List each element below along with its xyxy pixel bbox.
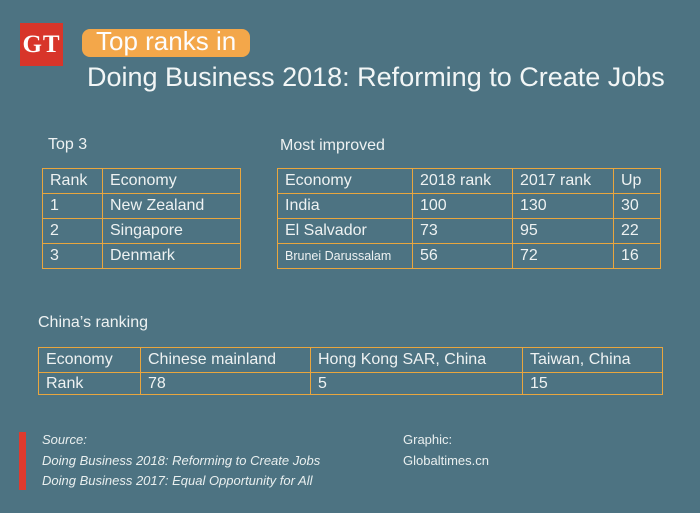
table-cell: 78 <box>140 372 311 395</box>
column-header: Taiwan, China <box>522 347 663 373</box>
table-cell: India <box>277 193 413 219</box>
gt-logo: GT <box>20 23 63 66</box>
table-cell: 1 <box>42 193 103 219</box>
column-header: Economy <box>102 168 241 194</box>
table-header-row: Rank Economy <box>42 168 241 194</box>
column-header: 2018 rank <box>412 168 513 194</box>
column-header: Chinese mainland <box>140 347 311 373</box>
table-row: El Salvador 73 95 22 <box>277 218 661 244</box>
china-ranking-table: Economy Chinese mainland Hong Kong SAR, … <box>38 347 663 395</box>
footer-accent-bar <box>19 432 26 490</box>
table-cell: El Salvador <box>277 218 413 244</box>
table-row: India 100 130 30 <box>277 193 661 219</box>
table-cell: 73 <box>412 218 513 244</box>
table-cell: 5 <box>310 372 523 395</box>
table-cell: 2 <box>42 218 103 244</box>
table-cell: New Zealand <box>102 193 241 219</box>
graphic-credit-block: Graphic: Globaltimes.cn <box>403 430 489 471</box>
table-header-row: Economy 2018 rank 2017 rank Up <box>277 168 661 194</box>
table-cell: 95 <box>512 218 614 244</box>
table-cell: Denmark <box>102 243 241 269</box>
top3-table: Rank Economy 1 New Zealand 2 Singapore 3… <box>42 168 241 269</box>
table-cell: Rank <box>38 372 141 395</box>
gt-logo-text: GT <box>22 30 61 58</box>
most-improved-table: Economy 2018 rank 2017 rank Up India 100… <box>277 168 661 269</box>
column-header: Up <box>613 168 661 194</box>
table-cell: 72 <box>512 243 614 269</box>
header-badge-label: Top ranks in <box>96 26 237 56</box>
table-cell: Singapore <box>102 218 241 244</box>
table-cell: 130 <box>512 193 614 219</box>
table-row: 3 Denmark <box>42 243 241 269</box>
source-label: Source: <box>42 432 87 447</box>
column-header: Economy <box>277 168 413 194</box>
table-row: 1 New Zealand <box>42 193 241 219</box>
table-cell: 30 <box>613 193 661 219</box>
section-label-top3: Top 3 <box>48 136 88 153</box>
table-cell: 15 <box>522 372 663 395</box>
table-cell: 3 <box>42 243 103 269</box>
source-line-2: Doing Business 2017: Equal Opportunity f… <box>42 473 313 488</box>
section-label-china-ranking: China’s ranking <box>38 314 148 331</box>
column-header: Economy <box>38 347 141 373</box>
table-cell: 16 <box>613 243 661 269</box>
table-header-row: Economy Chinese mainland Hong Kong SAR, … <box>38 347 663 373</box>
table-cell: Brunei Darussalam <box>277 243 413 269</box>
table-cell: 22 <box>613 218 661 244</box>
table-cell: 56 <box>412 243 513 269</box>
source-block: Source: Doing Business 2018: Reforming t… <box>42 430 320 492</box>
graphic-credit: Globaltimes.cn <box>403 452 489 468</box>
column-header: Hong Kong SAR, China <box>310 347 523 373</box>
table-row: 2 Singapore <box>42 218 241 244</box>
table-cell: 100 <box>412 193 513 219</box>
column-header: Rank <box>42 168 103 194</box>
header-badge: Top ranks in <box>82 26 251 57</box>
page-title: Doing Business 2018: Reforming to Create… <box>87 62 665 92</box>
source-line-1: Doing Business 2018: Reforming to Create… <box>42 452 321 468</box>
column-header: 2017 rank <box>512 168 614 194</box>
section-label-most-improved: Most improved <box>280 137 385 154</box>
graphic-label: Graphic: <box>403 432 453 447</box>
table-row: Brunei Darussalam 56 72 16 <box>277 243 661 269</box>
table-row: Rank 78 5 15 <box>38 372 663 395</box>
